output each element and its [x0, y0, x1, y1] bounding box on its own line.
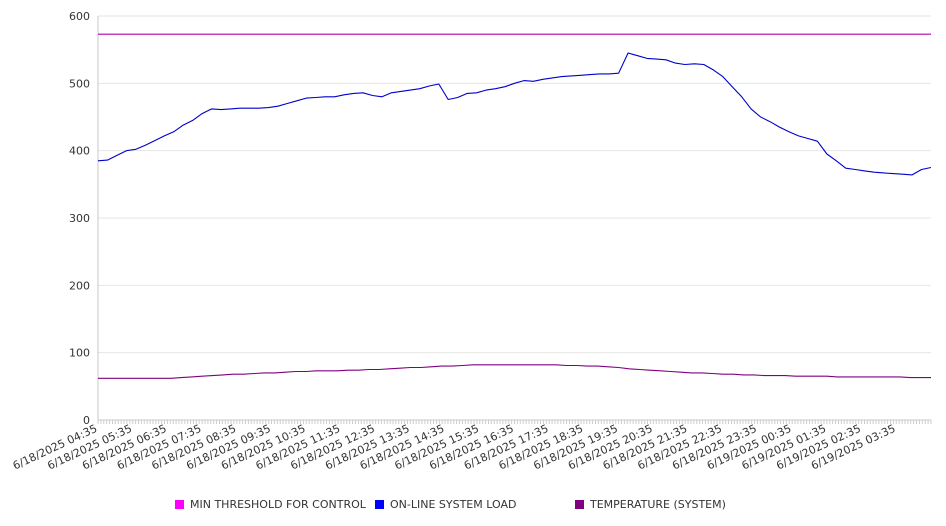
- legend-swatch-temperature: [575, 500, 584, 509]
- y-tick-label-400: 400: [69, 145, 90, 158]
- y-tick-label-500: 500: [69, 77, 90, 90]
- y-tick-label-300: 300: [69, 212, 90, 225]
- series-lines: [97, 33, 932, 379]
- series-line-temperature-system: [98, 364, 931, 379]
- legend-swatch-online-system-load: [375, 500, 384, 509]
- y-tick-label-0: 0: [83, 414, 90, 427]
- axes: [97, 16, 932, 424]
- gridlines: [98, 15, 931, 354]
- y-tick-label-200: 200: [69, 279, 90, 292]
- y-tick-labels: 0 100 200 300 400 500 600: [69, 10, 90, 427]
- y-tick-label-600: 600: [69, 10, 90, 23]
- y-tick-label-100: 100: [69, 347, 90, 360]
- legend-swatch-min-threshold: [175, 500, 184, 509]
- legend-label-temperature: TEMPERATURE (SYSTEM): [590, 498, 726, 511]
- legend-item-temperature: TEMPERATURE (SYSTEM): [575, 497, 726, 513]
- legend-item-online-system-load: ON-LINE SYSTEM LOAD: [375, 497, 516, 513]
- legend-item-min-threshold: MIN THRESHOLD FOR CONTROL: [175, 497, 366, 513]
- legend-label-online-system-load: ON-LINE SYSTEM LOAD: [390, 498, 517, 511]
- x-tick-labels: 6/18/2025 04:356/18/2025 05:356/18/2025 …: [11, 422, 898, 472]
- chart-legend: MIN THRESHOLD FOR CONTROL ON-LINE SYSTEM…: [0, 497, 946, 515]
- legend-label-min-threshold: MIN THRESHOLD FOR CONTROL: [190, 498, 366, 511]
- series-line-on-line-system-load: [97, 52, 932, 176]
